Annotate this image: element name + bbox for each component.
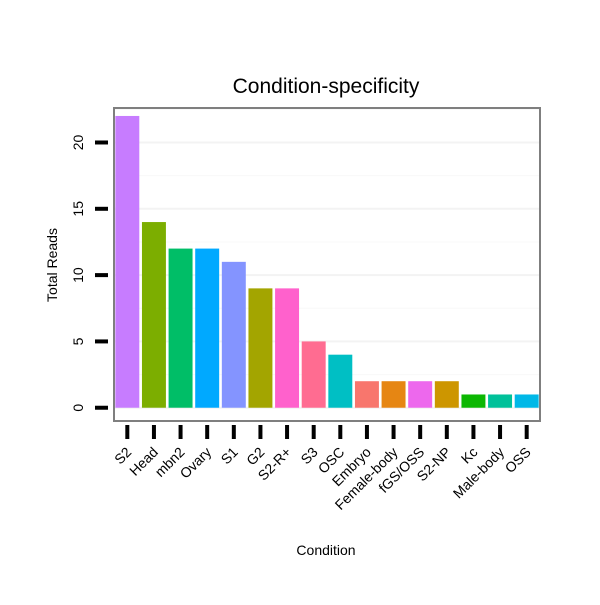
bar-male-body [488,394,513,408]
bar-g2 [248,288,273,408]
bar-osc [328,354,353,408]
bar-head [141,222,166,408]
bar-kc [461,394,486,408]
x-tick-label: S1 [218,444,242,468]
x-axis-title: Condition [296,542,355,558]
y-axis-title: Total Reads [44,228,60,302]
bar-s2 [115,115,140,408]
bar-embryo [354,381,379,408]
y-tick-label: 10 [70,267,86,283]
bar-ovary [195,248,220,408]
y-tick-label: 15 [70,201,86,217]
plot-panel-border [113,107,541,422]
y-tick-label: 0 [70,404,86,412]
bar-fgs-oss [408,381,433,408]
y-tick-label: 20 [70,134,86,150]
bar-female-body [381,381,406,408]
bar-s2-r- [275,288,300,408]
bar-mbn2 [168,248,193,408]
y-tick-label: 5 [70,337,86,345]
bar-oss [514,394,539,408]
bar-s1 [221,261,246,408]
chart-title: Condition-specificity [233,75,420,98]
x-tick-label: Male-body [450,444,508,502]
x-tick-label: OSS [502,444,534,476]
bar-s2-np [434,381,459,408]
x-tick-label: Ovary [177,444,215,482]
bar-s3 [301,341,326,408]
